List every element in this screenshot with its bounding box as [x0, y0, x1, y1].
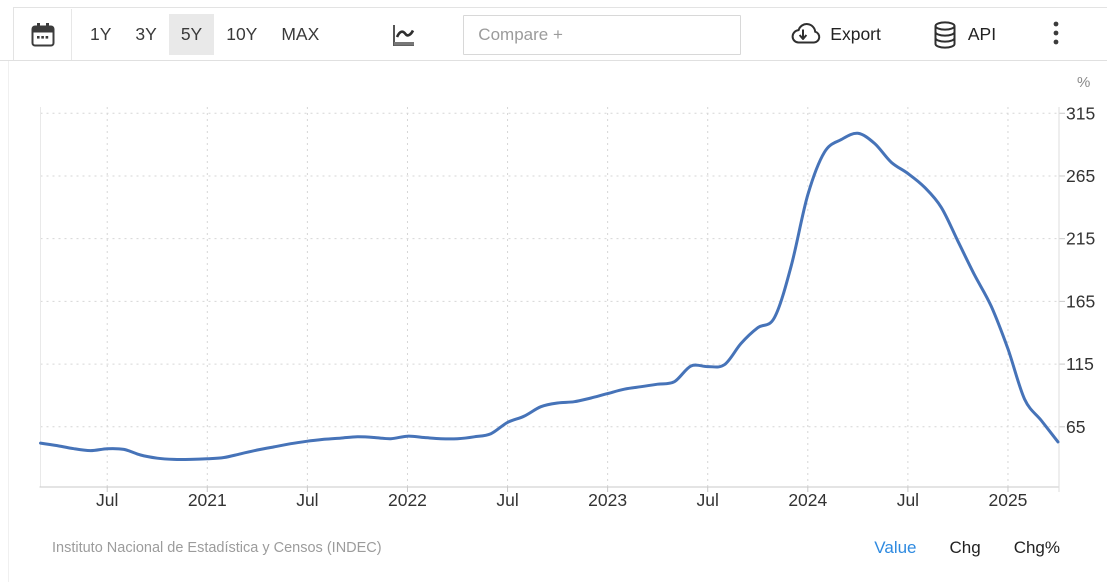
- panel-left-border: [8, 61, 9, 582]
- axis-labels: 315 265 215 165 115 65 Jul 2021 Jul 2022 Jul 2023 Ju…: [96, 103, 1095, 510]
- axes: [39, 107, 1065, 492]
- mode-chg[interactable]: Chg: [949, 538, 981, 557]
- y-axis-unit: %: [1077, 74, 1091, 91]
- export-label: Export: [830, 24, 881, 44]
- compare-input[interactable]: [463, 14, 742, 55]
- x-tick-label: 2023: [588, 490, 627, 510]
- y-tick-label: 215: [1066, 229, 1095, 249]
- date-range-button[interactable]: [14, 8, 72, 61]
- cloud-download-icon: [791, 23, 821, 44]
- source-attribution: Instituto Nacional de Estadística y Cens…: [52, 540, 382, 556]
- database-icon: [934, 20, 956, 49]
- y-tick-label: 165: [1066, 291, 1095, 311]
- x-tick-label: Jul: [697, 490, 719, 510]
- api-button[interactable]: API: [931, 20, 996, 50]
- y-tick-label: 315: [1066, 103, 1095, 123]
- compare-field-wrap: [463, 14, 742, 55]
- x-tick-label: Jul: [96, 490, 118, 510]
- x-tick-label: Jul: [897, 490, 919, 510]
- mode-chgpct[interactable]: Chg%: [1013, 538, 1060, 557]
- kebab-menu-icon: [1053, 21, 1059, 45]
- more-options-button[interactable]: [1048, 16, 1064, 53]
- x-tick-label: Jul: [496, 490, 518, 510]
- range-button-10y[interactable]: 10Y: [214, 14, 269, 55]
- range-selector: 1Y 3Y 5Y 10Y MAX: [78, 14, 331, 55]
- series-line: [39, 131, 1060, 462]
- mode-value[interactable]: Value: [874, 538, 917, 557]
- x-tick-label: 2024: [788, 490, 827, 510]
- range-button-5y[interactable]: 5Y: [168, 14, 215, 55]
- value-mode-switcher: Value Chg Chg%: [874, 538, 1060, 558]
- line-chart-icon: [393, 24, 415, 46]
- range-button-3y[interactable]: 3Y: [123, 14, 168, 55]
- x-tick-label: 2022: [388, 490, 427, 510]
- y-tick-label: 115: [1066, 354, 1094, 374]
- calendar-icon: [31, 23, 55, 47]
- range-button-max[interactable]: MAX: [269, 14, 331, 55]
- api-label: API: [967, 24, 997, 44]
- y-tick-label: 265: [1066, 166, 1095, 186]
- x-tick-label: 2025: [988, 490, 1027, 510]
- x-tick-label: 2021: [188, 490, 227, 510]
- gridlines: [40, 107, 1059, 487]
- export-button[interactable]: Export: [785, 21, 881, 48]
- toolbar-divider: [0, 60, 1107, 61]
- range-button-1y[interactable]: 1Y: [78, 14, 123, 55]
- x-tick-label: Jul: [296, 490, 318, 510]
- y-tick-label: 65: [1066, 417, 1085, 437]
- chart-toolbar: 1Y 3Y 5Y 10Y MAX Export: [13, 7, 1107, 61]
- chart-type-button[interactable]: [387, 15, 417, 55]
